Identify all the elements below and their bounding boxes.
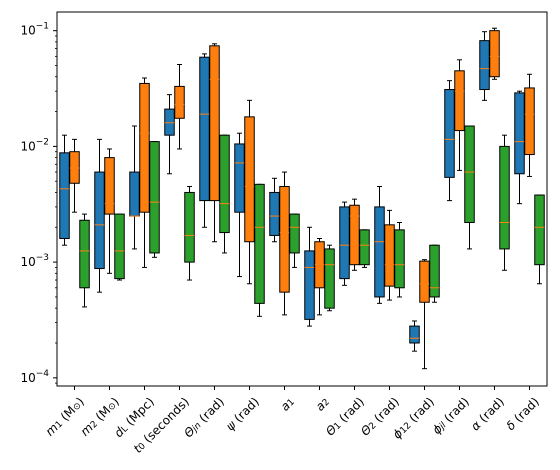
box-body <box>419 260 430 303</box>
box-body <box>184 191 195 263</box>
box-body <box>149 141 160 254</box>
box-body <box>219 134 230 234</box>
box-body <box>444 89 455 178</box>
box-body <box>489 30 500 78</box>
box-3-6 <box>254 183 265 317</box>
axes-frame <box>56 11 548 387</box>
box-body <box>349 204 360 266</box>
box-body <box>499 145 510 250</box>
box-body <box>324 248 335 309</box>
box-body <box>394 229 405 289</box>
box-body <box>199 56 210 202</box>
x-tick-label: α (rad) <box>468 394 507 433</box>
box-1-1 <box>59 134 70 246</box>
x-tick-label: ψ (rad) <box>223 394 262 433</box>
box-body <box>139 82 150 213</box>
box-body <box>244 116 255 243</box>
box-body <box>454 70 465 132</box>
x-tick-label: a2 <box>313 394 332 413</box>
box-2-14 <box>524 73 535 177</box>
box-3-1 <box>79 213 90 308</box>
box-3-12 <box>464 125 475 250</box>
box-body <box>359 229 370 266</box>
box-body <box>114 213 125 280</box>
box-3-3 <box>149 141 160 258</box>
box-body <box>514 92 525 175</box>
box-3-5 <box>219 134 230 254</box>
y-tick-label: 10−4 <box>20 369 49 385</box>
box-body <box>104 157 115 215</box>
box-2-13 <box>489 27 500 80</box>
box-2-12 <box>454 59 465 171</box>
box-body <box>289 213 300 254</box>
box-body <box>429 244 440 298</box>
box-body <box>339 206 350 280</box>
y-axis: 10−4 10−3 10−2 10−1 <box>20 22 57 385</box>
box-1-12 <box>444 80 455 202</box>
box-2-6 <box>244 99 255 285</box>
box-1-2 <box>94 138 105 293</box>
box-body <box>234 143 245 213</box>
box-body <box>69 151 80 184</box>
box-2-1 <box>69 138 80 213</box>
y-tick-label: 10−1 <box>20 22 49 38</box>
box-series-group <box>59 27 545 370</box>
box-3-9 <box>359 229 370 268</box>
box-body <box>269 191 280 236</box>
box-3-13 <box>499 134 510 271</box>
series-3 <box>79 125 545 317</box>
series-1 <box>59 31 525 352</box>
box-body <box>59 152 70 239</box>
box-body <box>534 194 545 266</box>
x-axis: m1 (M⊙)m2 (M⊙)dL (Mpc)t0 (seconds)Θjn (r… <box>43 386 542 456</box>
y-tick-label: 10−2 <box>20 137 49 153</box>
box-1-4 <box>164 94 175 175</box>
box-2-2 <box>104 148 115 274</box>
box-body <box>374 206 385 298</box>
box-body <box>174 85 185 119</box>
x-tick-label: δ (rad) <box>503 394 541 432</box>
box-body <box>279 186 290 293</box>
box-2-9 <box>349 198 360 271</box>
box-body <box>79 219 90 289</box>
box-3-11 <box>429 244 440 303</box>
box-body <box>164 108 175 136</box>
box-1-9 <box>339 201 350 286</box>
box-1-11 <box>409 320 420 352</box>
box-body <box>304 250 315 320</box>
box-body <box>209 45 220 202</box>
box-body <box>409 325 420 344</box>
box-body <box>384 224 395 287</box>
box-3-4 <box>184 186 195 281</box>
box-body <box>464 125 475 223</box>
box-body <box>129 171 140 217</box>
box-2-5 <box>209 43 220 243</box>
series-2 <box>69 27 535 370</box>
box-2-4 <box>174 64 185 150</box>
box-body <box>524 87 535 156</box>
box-3-10 <box>394 221 405 298</box>
box-3-8 <box>324 244 335 312</box>
x-tick-label: a1 <box>278 394 297 413</box>
box-body <box>479 40 490 91</box>
box-3-2 <box>114 213 125 281</box>
box-3-7 <box>289 213 300 268</box>
box-body <box>254 183 265 304</box>
box-body <box>94 171 105 270</box>
x-tick-label: ϕjl (rad) <box>429 394 471 436</box>
box-3-14 <box>534 194 545 285</box>
y-tick-label: 10−3 <box>20 253 49 269</box>
